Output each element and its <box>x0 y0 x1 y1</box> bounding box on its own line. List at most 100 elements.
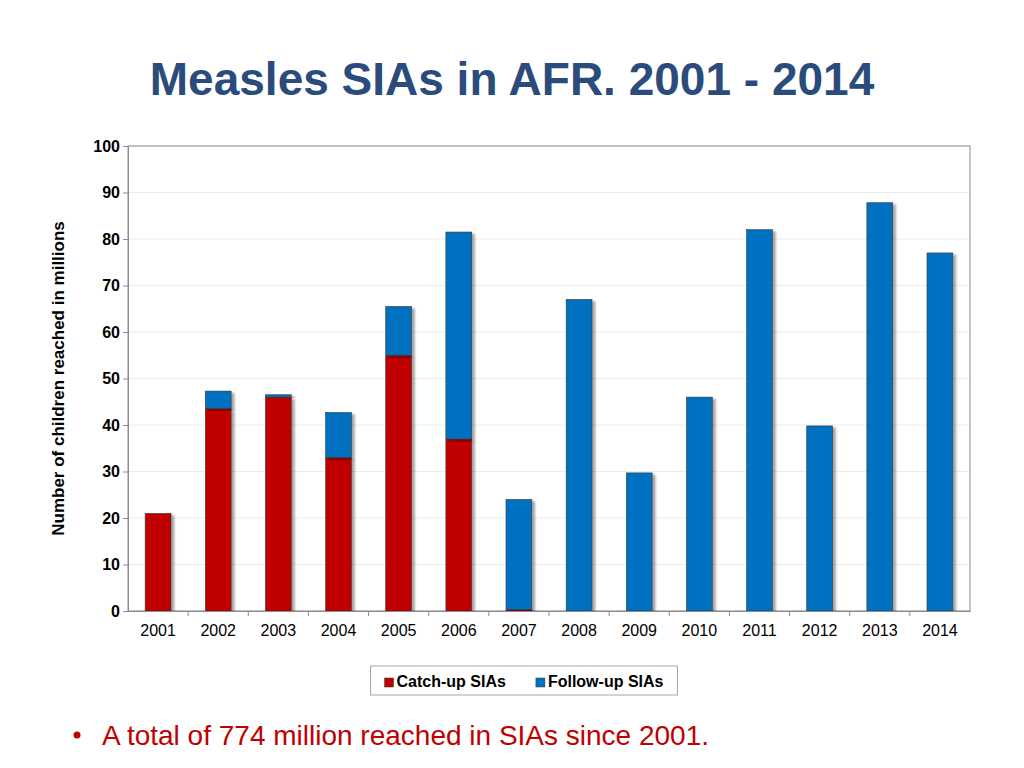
tick-label: 2011 <box>742 622 777 639</box>
tick: 2001 <box>140 611 176 639</box>
y-axis: 0102030405060708090100 <box>93 138 128 620</box>
bullet <box>74 732 81 739</box>
tick-mark <box>123 239 128 240</box>
tick: 2004 <box>321 611 357 639</box>
bar <box>386 355 412 611</box>
tick: 90 <box>102 184 128 201</box>
legend-swatch <box>385 678 394 687</box>
tick: 2014 <box>922 611 958 639</box>
tick-label: 2013 <box>862 622 898 639</box>
category-separator <box>188 611 189 616</box>
bars <box>145 203 953 611</box>
tick: 2007 <box>501 611 537 639</box>
bar <box>145 513 171 611</box>
annotation: A total of 774 million reached in SIAs s… <box>102 720 709 751</box>
tick-label: 30 <box>102 463 120 480</box>
bar <box>145 513 171 514</box>
legend: Catch-up SIAs Follow-up SIAs <box>371 666 678 695</box>
tick: 80 <box>102 231 128 248</box>
legend-box <box>371 666 678 695</box>
grid-line <box>128 378 970 379</box>
grid-line <box>128 518 970 519</box>
tick-label: 2003 <box>261 622 297 639</box>
tick-mark <box>123 193 128 194</box>
tick-label: 50 <box>102 370 120 387</box>
grid-line <box>128 471 970 472</box>
tick-label: 0 <box>111 603 120 620</box>
bar <box>867 203 893 611</box>
category-separator <box>729 611 730 616</box>
tick-mark <box>123 332 128 333</box>
title: Measles SIAs in AFR. 2001 - 2014 <box>150 53 875 105</box>
tick: 0 <box>111 603 128 620</box>
bar <box>326 458 352 611</box>
tick-label: 60 <box>102 324 120 341</box>
tick: 40 <box>102 417 128 434</box>
category-separator <box>549 611 550 616</box>
bar <box>205 409 231 611</box>
category-separator <box>368 611 369 616</box>
legend-item: Follow-up SIAs <box>536 673 664 690</box>
grid-line <box>128 332 970 333</box>
tick-label: 2007 <box>501 622 537 639</box>
category-separator <box>909 611 910 616</box>
bar <box>566 299 592 611</box>
category-separator <box>488 611 489 616</box>
bar <box>326 412 352 457</box>
tick-mark <box>123 146 128 147</box>
bar <box>927 253 953 611</box>
bar <box>506 499 532 609</box>
category-separator <box>789 611 790 616</box>
tick: 10 <box>102 556 128 573</box>
tick-mark <box>123 472 128 473</box>
category-separator <box>849 611 850 616</box>
tick-label: 2005 <box>381 622 417 639</box>
tick: 2005 <box>381 611 417 639</box>
bar <box>386 306 412 355</box>
legend-swatch <box>536 678 545 687</box>
tick-label: 2001 <box>140 622 176 639</box>
tick: 2003 <box>261 611 297 639</box>
plot-frame <box>128 146 970 611</box>
tick-label: 100 <box>93 138 120 155</box>
category-separator <box>669 611 670 616</box>
tick: 100 <box>93 138 128 155</box>
tick-label: 80 <box>102 231 120 248</box>
bar <box>446 439 472 611</box>
tick: 30 <box>102 463 128 480</box>
tick-label: 2009 <box>621 622 657 639</box>
tick-mark <box>123 518 128 519</box>
tick-label: 40 <box>102 417 120 434</box>
tick-label: 20 <box>102 510 120 527</box>
tick-label: 2010 <box>682 622 718 639</box>
tick-mark <box>123 286 128 287</box>
tick: 2009 <box>621 611 657 639</box>
tick: 2012 <box>802 611 838 639</box>
tick-label: 2002 <box>200 622 236 639</box>
legend-label: Catch-up SIAs <box>397 673 506 690</box>
bar <box>205 391 231 409</box>
bar <box>446 232 472 439</box>
tick-label: 2008 <box>561 622 597 639</box>
bar <box>626 473 652 611</box>
tick-label: 2004 <box>321 622 357 639</box>
series <box>145 355 532 611</box>
tick-label: 10 <box>102 556 120 573</box>
tick-mark <box>123 565 128 566</box>
tick: 2010 <box>682 611 718 639</box>
tick-label: 2006 <box>441 622 477 639</box>
legend-label: Follow-up SIAs <box>548 673 664 690</box>
grid-line <box>128 285 970 286</box>
tick-label: 2014 <box>922 622 958 639</box>
tick: 60 <box>102 324 128 341</box>
category-separator <box>248 611 249 616</box>
tick-label: 2012 <box>802 622 838 639</box>
bar <box>747 230 773 611</box>
chart: Measles SIAs in AFR. 2001 - 2014 0 10 20 30 4… <box>0 0 1024 768</box>
grid-line <box>128 192 970 193</box>
tick-mark <box>123 379 128 380</box>
category-separator <box>609 611 610 616</box>
axis-line <box>123 147 129 612</box>
series <box>205 203 953 611</box>
category-separator <box>308 611 309 616</box>
